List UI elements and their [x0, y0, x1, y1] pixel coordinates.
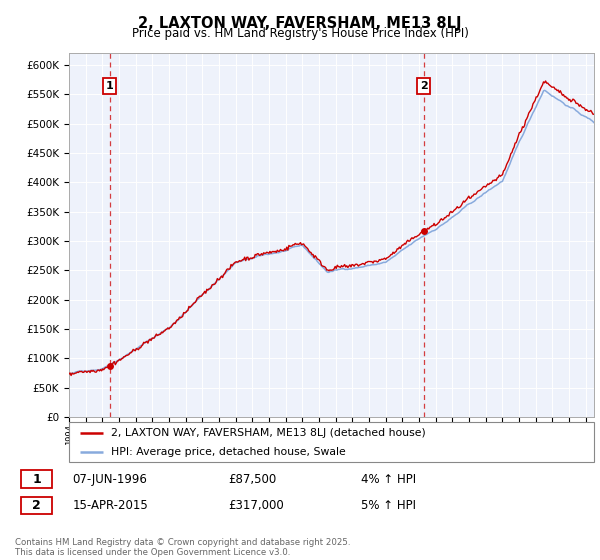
Text: 2: 2 [420, 81, 428, 91]
FancyBboxPatch shape [21, 497, 52, 514]
Text: 5% ↑ HPI: 5% ↑ HPI [361, 499, 416, 512]
Text: 07-JUN-1996: 07-JUN-1996 [73, 473, 148, 486]
Text: £87,500: £87,500 [228, 473, 277, 486]
Text: HPI: Average price, detached house, Swale: HPI: Average price, detached house, Swal… [111, 447, 346, 457]
Text: 1: 1 [32, 473, 41, 486]
Text: Contains HM Land Registry data © Crown copyright and database right 2025.
This d: Contains HM Land Registry data © Crown c… [15, 538, 350, 557]
Text: £317,000: £317,000 [228, 499, 284, 512]
Text: 2, LAXTON WAY, FAVERSHAM, ME13 8LJ (detached house): 2, LAXTON WAY, FAVERSHAM, ME13 8LJ (deta… [111, 428, 426, 438]
Text: Price paid vs. HM Land Registry's House Price Index (HPI): Price paid vs. HM Land Registry's House … [131, 27, 469, 40]
Text: 4% ↑ HPI: 4% ↑ HPI [361, 473, 416, 486]
Text: 15-APR-2015: 15-APR-2015 [73, 499, 148, 512]
Text: 1: 1 [106, 81, 113, 91]
FancyBboxPatch shape [21, 470, 52, 488]
Text: 2, LAXTON WAY, FAVERSHAM, ME13 8LJ: 2, LAXTON WAY, FAVERSHAM, ME13 8LJ [138, 16, 462, 31]
FancyBboxPatch shape [69, 422, 594, 462]
Text: 2: 2 [32, 499, 41, 512]
